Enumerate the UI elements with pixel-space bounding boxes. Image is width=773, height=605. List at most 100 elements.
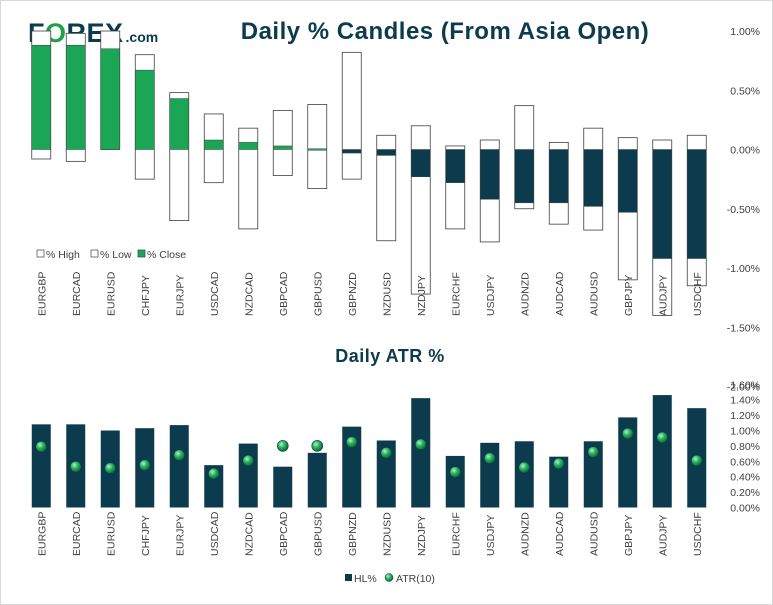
legend-swatch xyxy=(345,574,352,581)
candle-close-bar xyxy=(411,149,431,178)
atr-marker xyxy=(242,454,255,467)
hl-bar xyxy=(411,398,431,508)
candle-close-bar xyxy=(31,44,51,150)
x-tick-label: NZDJPY xyxy=(416,515,428,556)
hl-bar xyxy=(549,456,569,508)
y-tick-label: 0.60% xyxy=(730,456,760,468)
candles-chart-title: Daily % Candles (From Asia Open) xyxy=(240,18,650,45)
atr-marker xyxy=(690,454,703,467)
legend-swatch xyxy=(384,573,394,582)
x-tick-label: USDJPY xyxy=(485,515,497,556)
x-tick-label: EURCHF xyxy=(450,272,462,316)
x-tick-label: NZDUSD xyxy=(381,272,393,316)
atr-marker xyxy=(449,466,462,478)
atr-marker xyxy=(173,449,186,461)
hl-bar xyxy=(169,425,189,508)
y-tick-label: -1.50% xyxy=(727,322,760,334)
atr-marker xyxy=(621,427,634,440)
atr-marker xyxy=(69,460,82,473)
x-tick-label: GBPNZD xyxy=(347,272,359,316)
x-tick-label: GBPCAD xyxy=(278,511,290,556)
x-tick-label: AUDCAD xyxy=(554,271,566,316)
candle-close-bar xyxy=(514,149,534,204)
candle-close-bar xyxy=(583,149,603,207)
x-tick-label: USDJPY xyxy=(485,275,497,316)
legend-swatch xyxy=(36,249,45,258)
candle-close-bar xyxy=(652,149,672,259)
y-tick-label: 0.00% xyxy=(730,503,760,515)
candle-range-box xyxy=(307,104,328,190)
x-tick-label: GBPCAD xyxy=(278,271,290,316)
atr-marker xyxy=(104,462,117,475)
atr-marker xyxy=(138,459,151,471)
y-tick-label: -2.00% xyxy=(727,382,760,394)
legend-label: % High xyxy=(46,249,80,261)
atr-marker xyxy=(414,438,427,451)
y-tick-label: 0.40% xyxy=(730,472,760,484)
candle-close-bar xyxy=(687,149,707,259)
candle-close-bar xyxy=(618,149,638,213)
x-tick-label: EURGBP xyxy=(36,512,48,556)
legend-label: % Close xyxy=(147,249,186,261)
x-tick-label: NZDCAD xyxy=(243,512,255,556)
candle-close-bar xyxy=(204,139,224,150)
candle-close-bar xyxy=(169,98,189,150)
x-tick-label: GBPJPY xyxy=(623,275,635,316)
atr-marker xyxy=(483,452,496,465)
legend-swatch xyxy=(90,249,99,258)
x-tick-label: AUDNZD xyxy=(519,512,531,556)
atr-marker xyxy=(311,440,324,452)
x-tick-label: EURUSD xyxy=(105,271,117,316)
atr-marker xyxy=(276,440,289,452)
x-tick-label: AUDNZD xyxy=(519,272,531,316)
x-tick-label: GBPUSD xyxy=(312,271,324,316)
y-tick-label: 1.00% xyxy=(730,26,760,38)
y-tick-label: 1.40% xyxy=(730,395,760,407)
y-tick-label: -1.00% xyxy=(727,263,760,275)
y-tick-label: 1.60% xyxy=(730,379,760,391)
x-tick-label: EURGBP xyxy=(36,272,48,316)
atr-marker xyxy=(552,457,565,470)
x-tick-label: USDCAD xyxy=(209,271,221,316)
legend-label: ATR(10) xyxy=(396,573,435,585)
hl-bar xyxy=(31,424,51,508)
hl-bar xyxy=(583,441,603,508)
atr-marker xyxy=(380,447,393,459)
x-tick-label: AUDJPY xyxy=(657,515,669,556)
hl-bar xyxy=(238,443,258,508)
x-tick-label: USDCHF xyxy=(692,272,704,316)
candle-close-bar xyxy=(480,149,500,200)
atr-marker xyxy=(35,440,48,453)
x-tick-label: CHFJPY xyxy=(140,515,152,556)
x-tick-label: NZDJPY xyxy=(416,275,428,316)
y-tick-label: 0.80% xyxy=(730,441,760,453)
candle-close-bar xyxy=(307,148,327,151)
candle-close-bar xyxy=(273,145,293,150)
x-tick-label: EURJPY xyxy=(174,275,186,316)
x-tick-label: EURJPY xyxy=(174,515,186,556)
y-tick-label: 0.50% xyxy=(730,85,760,97)
x-tick-label: CHFJPY xyxy=(140,275,152,316)
candle-range-box xyxy=(376,134,397,242)
candle-close-bar xyxy=(238,142,258,150)
hl-bar xyxy=(342,426,362,508)
x-tick-label: NZDCAD xyxy=(243,272,255,316)
atr-marker xyxy=(345,436,358,448)
atr-marker xyxy=(518,461,531,474)
x-tick-label: AUDCAD xyxy=(554,511,566,556)
atr-marker xyxy=(587,446,600,458)
hl-bar xyxy=(445,455,465,508)
atr-marker xyxy=(656,431,669,444)
x-tick-label: AUDJPY xyxy=(657,275,669,316)
y-tick-label: 0.20% xyxy=(730,487,760,499)
hl-bar xyxy=(514,441,534,508)
hl-bar xyxy=(307,452,327,508)
x-tick-label: USDCHF xyxy=(692,512,704,556)
x-tick-label: AUDUSD xyxy=(588,271,600,316)
candle-range-box xyxy=(238,127,259,230)
x-tick-label: GBPNZD xyxy=(347,512,359,556)
candle-close-bar xyxy=(100,48,120,150)
x-tick-label: GBPUSD xyxy=(312,511,324,556)
hl-bar xyxy=(376,440,396,508)
